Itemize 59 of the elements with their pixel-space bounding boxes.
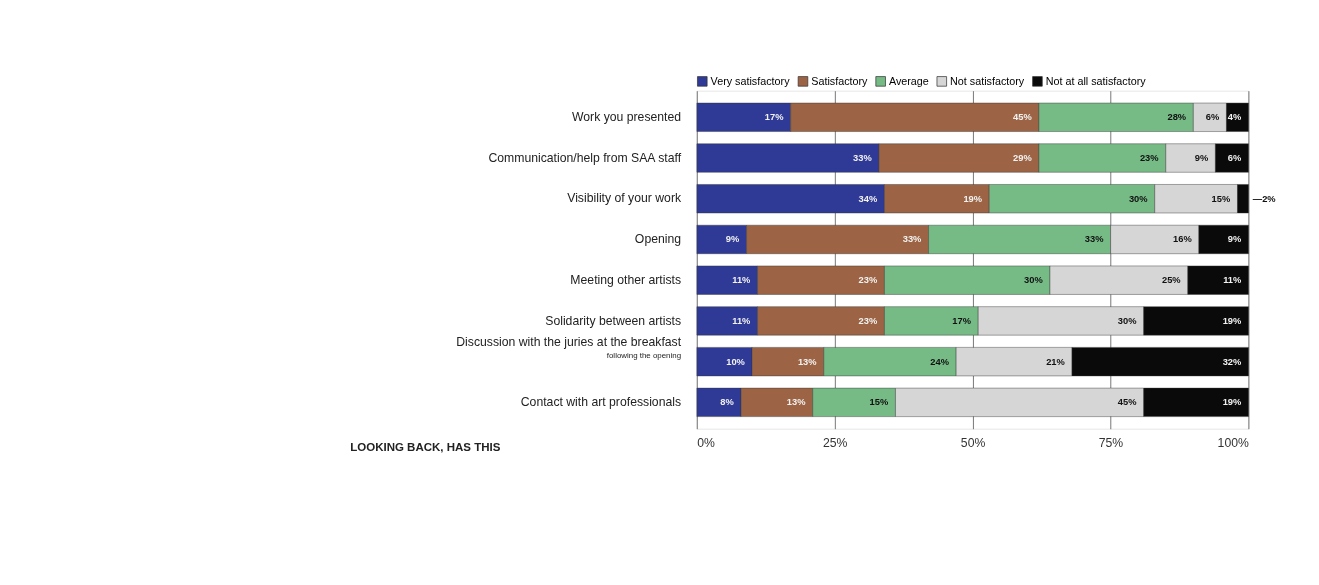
- data-label: 11%: [732, 275, 752, 286]
- x-tick-label: 25%: [822, 436, 848, 451]
- data-label: 25%: [1161, 275, 1182, 286]
- data-label: 15%: [1211, 193, 1231, 204]
- data-label: 32%: [1222, 356, 1243, 367]
- data-label: 30%: [1128, 193, 1149, 204]
- data-label: 9%: [1194, 152, 1209, 163]
- data-label: 17%: [952, 315, 972, 326]
- data-label: 45%: [1117, 397, 1138, 408]
- data-label: 24%: [930, 356, 950, 367]
- data-label: 13%: [797, 356, 818, 367]
- data-label: 6%: [1205, 112, 1220, 123]
- legend-label: Not satisfactory: [950, 74, 1025, 87]
- x-tick-label: 100%: [1217, 436, 1249, 451]
- data-label: 9%: [1227, 234, 1243, 245]
- data-label: 30%: [1024, 275, 1044, 286]
- data-label: 10%: [726, 356, 746, 367]
- data-label: 19%: [1222, 315, 1243, 326]
- data-label: 33%: [902, 234, 923, 245]
- data-label: 11%: [732, 315, 752, 326]
- y-tick-label: Contact with art professionals: [520, 394, 682, 409]
- data-label: 29%: [1013, 152, 1033, 163]
- y-tick-label: Communication/help from SAA staff: [488, 150, 682, 165]
- data-label: 17%: [764, 112, 785, 123]
- data-label: 23%: [858, 315, 878, 326]
- data-label: 45%: [1013, 112, 1033, 123]
- y-tick-label: Work you presented: [571, 109, 682, 124]
- data-label: 11%: [1223, 275, 1243, 286]
- data-label: 19%: [1222, 397, 1243, 408]
- data-label: 28%: [1167, 112, 1187, 123]
- text: LOOKING BACK, HAS THIS: [350, 441, 501, 454]
- data-label: 34%: [858, 193, 878, 204]
- x-tick-label: 50%: [960, 436, 986, 451]
- data-label: —2%: [1252, 193, 1277, 204]
- legend-label: Satisfactory: [811, 74, 869, 87]
- y-tick-label: Visibility of your work: [567, 191, 682, 206]
- data-label: 8%: [720, 397, 735, 408]
- x-tick-label: 75%: [1098, 436, 1124, 451]
- data-label: 15%: [869, 397, 889, 408]
- data-label: 13%: [786, 397, 807, 408]
- data-label: 23%: [1139, 152, 1160, 163]
- legend-label: Very satisfactory: [710, 74, 791, 87]
- data-label: 33%: [853, 152, 873, 163]
- data-label: 16%: [1173, 234, 1193, 245]
- y-tick-label: Solidarity between artists: [545, 313, 682, 328]
- legend-label: Average: [888, 74, 929, 87]
- data-label: 6%: [1227, 152, 1243, 163]
- data-label: 23%: [858, 275, 878, 286]
- data-label: 33%: [1084, 234, 1105, 245]
- legend-label: Not at all satisfactory: [1045, 74, 1147, 87]
- data-label: 4%: [1227, 112, 1243, 123]
- data-label: 9%: [725, 234, 741, 245]
- y-tick-label: Meeting other artists: [570, 272, 682, 287]
- data-label: 30%: [1117, 315, 1138, 326]
- data-label: 19%: [963, 193, 983, 204]
- data-label: 21%: [1046, 356, 1066, 367]
- y-tick-label: Discussion with the juries at the breakfast following the opening: [456, 334, 682, 361]
- y-tick-label: Opening: [634, 232, 682, 247]
- x-tick-label: 0%: [697, 436, 716, 451]
